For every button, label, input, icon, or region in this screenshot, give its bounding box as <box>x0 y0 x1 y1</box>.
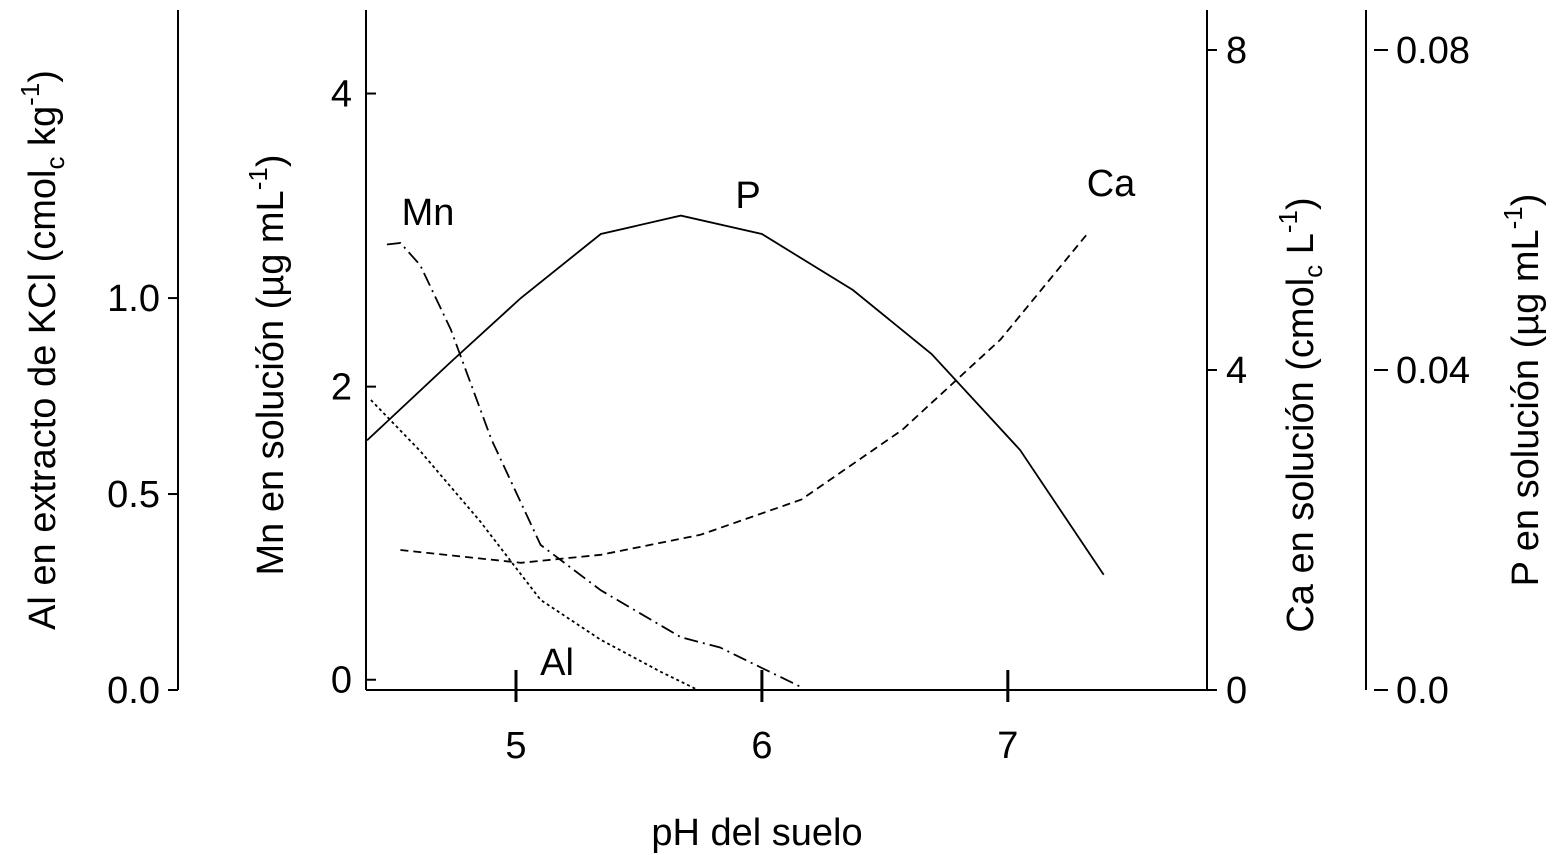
axis-title-part: P en solución (µg mL <box>1505 229 1547 586</box>
y-axis-title: P en solución (µg mL-1) <box>1498 194 1547 587</box>
axis-title-part: c <box>40 157 70 170</box>
axis-title-part: -1 <box>15 83 45 106</box>
y-axis-title: Mn en solución (µg mL-1) <box>243 155 292 576</box>
y-tick-label: 4 <box>1226 350 1247 392</box>
axis-title-part: ) <box>250 155 292 168</box>
series-label: P <box>735 175 760 217</box>
y-tick-label: 4 <box>331 74 352 116</box>
series-label: Mn <box>402 192 455 234</box>
axis-title-part: -1 <box>1273 210 1303 233</box>
series-line <box>386 242 802 688</box>
axis-title-part: -1 <box>243 167 273 190</box>
y-tick-label: 0 <box>331 660 352 702</box>
x-axis-title: pH del suelo <box>651 812 862 854</box>
y-axis-title: Al en extracto de KCl (cmolc kg-1) <box>15 70 70 630</box>
axis-title-part: L <box>1280 233 1322 265</box>
y-tick-label: 8 <box>1226 30 1247 72</box>
y-tick-label: 0.04 <box>1396 350 1470 392</box>
y-tick-label: 1.0 <box>107 278 160 320</box>
axis-title-part: kg <box>22 106 64 157</box>
axis-title-part: c <box>1298 265 1328 278</box>
y-tick-label: 0 <box>1226 670 1247 712</box>
axis-title-part: Al en extracto de KCl (cmol <box>22 170 64 630</box>
series-line <box>370 399 699 691</box>
series-label: Al <box>540 642 574 684</box>
axis-title-part: ) <box>1505 194 1547 207</box>
axis-title-part: Ca en solución (cmol <box>1280 278 1322 633</box>
axis-title-part: Mn en solución (µg mL <box>250 190 292 575</box>
series-line <box>366 214 1105 576</box>
axis-title-part: ) <box>1280 197 1322 210</box>
series-label: Ca <box>1087 163 1136 205</box>
y-tick-label: 0.0 <box>1396 670 1449 712</box>
x-tick-label: 5 <box>505 725 526 767</box>
x-tick-label: 6 <box>751 725 772 767</box>
y-tick-label: 2 <box>331 367 352 409</box>
y-tick-label: 0.0 <box>107 670 160 712</box>
axis-title-part: ) <box>22 70 64 83</box>
y-axis-title: Ca en solución (cmolc L-1) <box>1273 197 1328 632</box>
axis-title-part: -1 <box>1498 206 1528 229</box>
series-line <box>400 234 1088 564</box>
y-tick-label: 0.5 <box>107 474 160 516</box>
x-tick-label: 7 <box>997 725 1018 767</box>
y-tick-label: 0.08 <box>1396 30 1470 72</box>
